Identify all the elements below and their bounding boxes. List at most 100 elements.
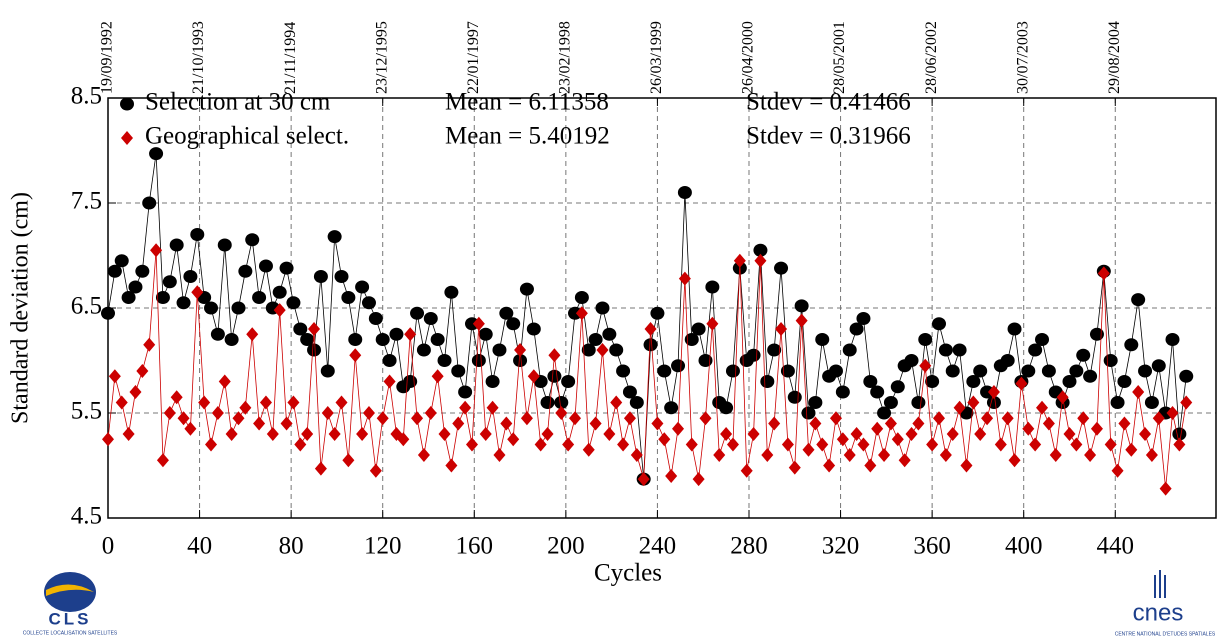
point <box>1117 375 1132 388</box>
point <box>650 306 665 320</box>
top-tick-label: 21/11/1994 <box>282 22 299 94</box>
point <box>912 416 925 431</box>
point <box>684 333 699 346</box>
point <box>361 296 376 310</box>
point <box>768 416 781 431</box>
point <box>932 317 946 331</box>
point <box>967 395 980 410</box>
point <box>870 385 885 399</box>
point <box>698 354 713 367</box>
point <box>1172 427 1187 441</box>
point <box>1063 427 1076 441</box>
point <box>754 253 767 268</box>
point <box>953 400 966 415</box>
point <box>1084 448 1097 462</box>
cnes-mark <box>1154 570 1166 598</box>
point <box>1042 416 1055 431</box>
top-tick-label: 26/04/2000 <box>740 21 757 94</box>
point <box>114 254 129 268</box>
point <box>1180 395 1193 410</box>
point <box>774 261 789 275</box>
point <box>519 282 534 296</box>
point <box>356 427 369 441</box>
point <box>926 437 939 452</box>
point <box>842 343 857 357</box>
point <box>622 385 637 399</box>
legend-label: Selection at 30 cm <box>145 89 331 116</box>
point <box>437 354 452 367</box>
point <box>424 406 437 420</box>
point <box>561 375 576 388</box>
point <box>767 343 782 357</box>
point <box>431 369 444 384</box>
point <box>911 396 926 409</box>
point <box>383 374 396 389</box>
point <box>849 322 864 336</box>
point <box>850 427 863 441</box>
point <box>122 427 135 441</box>
point <box>204 301 219 315</box>
point <box>349 348 362 363</box>
point <box>375 333 390 346</box>
x-tick-label: 240 <box>639 533 677 560</box>
point <box>761 448 774 462</box>
point <box>225 427 238 441</box>
point <box>478 327 493 341</box>
point <box>150 243 163 258</box>
point <box>238 264 253 278</box>
point <box>575 306 588 321</box>
point <box>630 448 643 462</box>
point <box>541 427 554 441</box>
point <box>1110 396 1125 409</box>
point <box>726 437 739 452</box>
point <box>279 261 294 275</box>
point <box>905 427 918 441</box>
point <box>534 437 547 452</box>
point <box>843 448 856 462</box>
point <box>451 364 466 378</box>
point <box>719 401 734 415</box>
top-tick-label: 22/01/1997 <box>465 21 482 94</box>
point <box>513 354 528 367</box>
point <box>540 396 555 409</box>
point <box>1103 354 1118 367</box>
point <box>1179 369 1194 383</box>
point <box>115 395 128 410</box>
point <box>217 238 232 252</box>
point <box>232 411 245 426</box>
point <box>507 432 520 447</box>
legend-marker <box>120 97 134 111</box>
point <box>464 317 479 331</box>
point <box>898 453 911 468</box>
cls-orb <box>44 572 96 612</box>
point <box>878 448 891 462</box>
point <box>293 322 308 336</box>
point <box>430 333 445 346</box>
top-tick-label: 23/12/1995 <box>373 21 390 94</box>
point <box>864 458 877 473</box>
point <box>287 395 300 410</box>
point <box>780 364 795 378</box>
cls-caption: COLLECTE LOCALISATION SATELLITES <box>23 630 118 636</box>
point <box>301 427 314 441</box>
top-tick-label: 23/02/1998 <box>557 21 574 94</box>
point <box>966 375 981 388</box>
point <box>1173 437 1186 452</box>
point <box>1125 442 1138 457</box>
point <box>925 375 940 388</box>
point <box>960 458 973 473</box>
top-tick-label: 19/09/1992 <box>99 21 116 94</box>
point <box>142 196 157 210</box>
x-tick-label: 320 <box>822 533 860 560</box>
point <box>933 411 945 426</box>
point <box>657 364 672 378</box>
legend-mean: Mean = 6.11358 <box>445 89 609 116</box>
point <box>252 291 267 304</box>
point <box>239 400 252 415</box>
point <box>526 322 541 336</box>
point <box>939 448 952 462</box>
y-axis-label: Standard deviation (cm) <box>8 192 34 424</box>
top-tick-label: 28/06/2002 <box>923 21 940 94</box>
point <box>108 369 121 384</box>
point <box>382 354 397 367</box>
